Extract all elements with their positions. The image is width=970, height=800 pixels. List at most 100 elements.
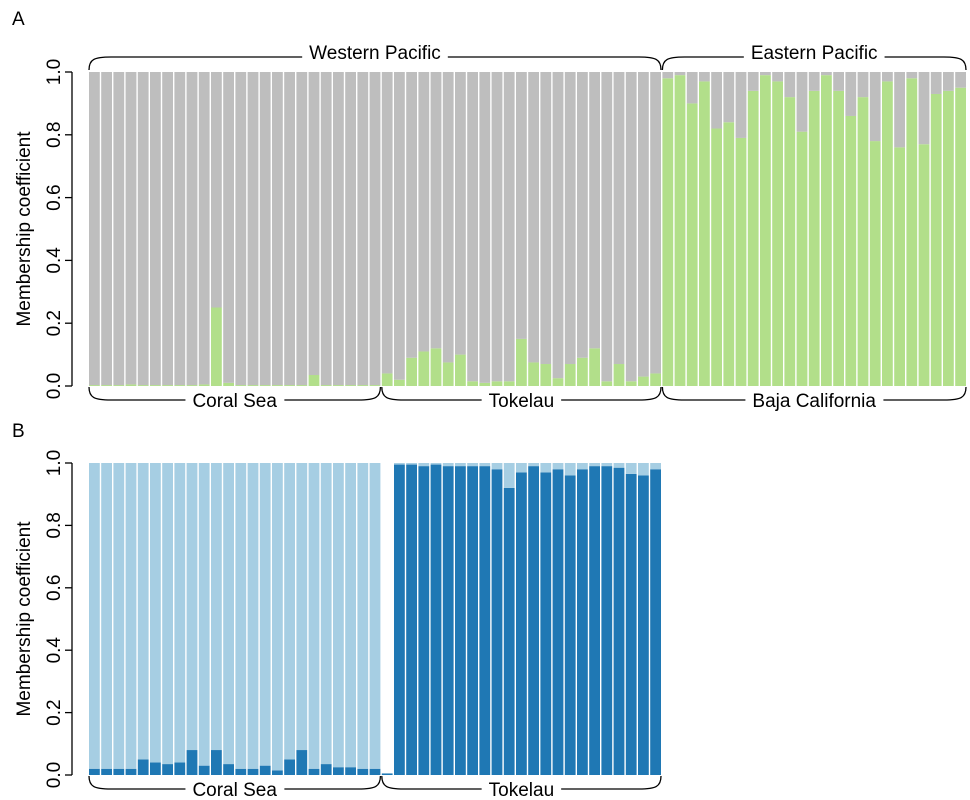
y-tick-label: 0.0 bbox=[44, 373, 65, 399]
group-brace: Baja California bbox=[661, 386, 967, 412]
bar-segment bbox=[369, 768, 381, 775]
bar-segment bbox=[491, 469, 503, 775]
label-bg bbox=[481, 397, 562, 403]
y-tick-label: 1.0 bbox=[44, 450, 65, 476]
bar-segment bbox=[467, 466, 478, 775]
bar-segment bbox=[479, 72, 491, 383]
group-brace: Tokelau bbox=[381, 775, 662, 800]
group-label: Western Pacific bbox=[309, 43, 441, 64]
bar-segment bbox=[174, 72, 186, 386]
bar-segment bbox=[418, 72, 430, 352]
bar-segment bbox=[564, 72, 576, 365]
bar-segment bbox=[223, 72, 234, 383]
bar-segment bbox=[552, 469, 564, 775]
bar-segment bbox=[320, 764, 332, 775]
bar-segment bbox=[906, 72, 918, 79]
bar-segment bbox=[369, 463, 381, 769]
bar-segment bbox=[357, 385, 369, 386]
bar-segment bbox=[650, 463, 661, 470]
bar-segment bbox=[442, 463, 454, 467]
bar-segment bbox=[491, 463, 503, 470]
bar-segment bbox=[308, 463, 320, 769]
bar-segment bbox=[491, 72, 503, 382]
bar-segment bbox=[125, 384, 137, 386]
y-axis-label: Membership coefficient bbox=[14, 131, 35, 327]
bar-segment bbox=[174, 762, 186, 775]
bar-segment bbox=[528, 466, 539, 775]
bar-segment bbox=[882, 81, 893, 387]
bar-segment bbox=[479, 463, 491, 467]
bar-segment bbox=[503, 381, 515, 386]
bar-segment bbox=[186, 463, 198, 751]
bar-segment bbox=[577, 463, 588, 470]
bar-segment bbox=[772, 72, 783, 82]
bar-segment bbox=[308, 72, 320, 376]
bar-segment bbox=[772, 81, 783, 387]
bar-segment bbox=[125, 463, 137, 769]
group-label: Baja California bbox=[752, 391, 876, 412]
bar-segment bbox=[601, 381, 613, 386]
panel-label: A bbox=[12, 9, 25, 30]
bar-segment bbox=[503, 72, 515, 382]
bar-segment bbox=[516, 72, 527, 339]
bar-segment bbox=[186, 72, 198, 386]
bar-segment bbox=[113, 463, 125, 769]
bar-segment bbox=[113, 768, 125, 775]
label-bg bbox=[745, 397, 884, 403]
bar-segment bbox=[674, 75, 686, 386]
bar-segment bbox=[650, 469, 661, 775]
bar-segment bbox=[223, 463, 234, 765]
bar-segment bbox=[113, 385, 125, 386]
bar-segment bbox=[760, 72, 771, 76]
bar-segment bbox=[430, 72, 442, 349]
bar-segment bbox=[101, 768, 112, 775]
group-label: Coral Sea bbox=[192, 780, 277, 800]
bar-segment bbox=[259, 385, 271, 386]
bar-segment bbox=[101, 463, 112, 769]
bar-segment bbox=[223, 764, 234, 775]
bar-segment bbox=[345, 463, 356, 768]
bar-segment bbox=[833, 72, 844, 91]
bar-segment bbox=[589, 463, 600, 467]
bar-segment bbox=[808, 90, 820, 386]
bar-segment bbox=[394, 72, 405, 380]
bar-segment bbox=[418, 351, 430, 386]
bar-segment bbox=[394, 464, 405, 775]
bar-segment bbox=[89, 72, 100, 386]
bar-segment bbox=[662, 72, 674, 79]
bar-segment bbox=[662, 78, 674, 386]
y-tick-label: 0.6 bbox=[44, 575, 65, 601]
bar-segment bbox=[296, 385, 308, 386]
bar-segment bbox=[589, 466, 600, 775]
bar-segment bbox=[796, 131, 808, 386]
bar-segment bbox=[540, 472, 552, 775]
bar-segment bbox=[150, 762, 161, 775]
bar-segment bbox=[723, 72, 735, 123]
bar-segment bbox=[577, 357, 588, 386]
bar-segment bbox=[455, 466, 466, 775]
label-bg bbox=[185, 397, 285, 403]
bar-segment bbox=[406, 463, 417, 465]
bar-segment bbox=[613, 364, 625, 386]
bar-segment bbox=[357, 463, 369, 769]
bar-segment bbox=[625, 381, 637, 386]
bar-segment bbox=[796, 72, 808, 132]
bar-segment bbox=[296, 72, 308, 386]
bar-segment bbox=[333, 72, 344, 386]
bar-segment bbox=[162, 72, 173, 386]
bar-segment bbox=[552, 463, 564, 470]
bar-segment bbox=[650, 72, 661, 374]
bar-segment bbox=[89, 768, 100, 775]
bar-segment bbox=[272, 463, 283, 771]
bar-segment bbox=[601, 466, 613, 775]
bar-segment bbox=[284, 72, 295, 386]
bar-segment bbox=[869, 141, 881, 386]
bar-segment bbox=[845, 72, 857, 116]
bar-segment bbox=[211, 750, 222, 775]
bar-segment bbox=[686, 72, 698, 104]
bar-segment bbox=[284, 759, 295, 775]
bar-segment bbox=[699, 72, 710, 82]
bar-segment bbox=[564, 463, 576, 476]
bar-segment bbox=[247, 385, 259, 386]
